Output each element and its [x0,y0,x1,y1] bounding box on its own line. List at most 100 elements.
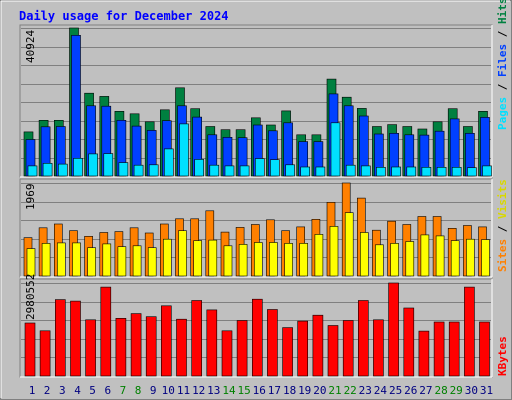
bar-visits-day-6 [102,243,112,277]
bar-pages-day-7 [118,162,129,177]
bar-kbytes-day-20 [312,314,324,377]
hits-axis-max-label: 40924 [24,30,37,63]
bar-visits-day-22 [344,212,354,277]
bar-pages-day-21 [330,122,341,177]
bar-visits-day-17 [269,242,278,277]
day-label-8: 8 [135,384,142,397]
bar-visits-day-29 [450,240,460,277]
bar-pages-day-24 [376,167,386,177]
bar-pages-day-5 [88,153,98,177]
day-label-7: 7 [120,384,127,397]
legend-visits: Visits [496,179,509,219]
bar-kbytes-day-4 [70,300,81,377]
day-label-13: 13 [207,384,220,397]
day-label-29: 29 [450,384,463,397]
day-label-21: 21 [328,384,341,397]
bar-kbytes-day-3 [54,299,66,377]
day-label-26: 26 [404,384,417,397]
bar-kbytes-day-5 [85,319,96,377]
bar-pages-day-30 [467,167,477,177]
bar-kbytes-day-25 [388,282,399,377]
bar-kbytes-day-2 [39,330,51,377]
bar-pages-day-4 [73,158,83,177]
bar-pages-day-1 [27,165,38,177]
bar-visits-day-8 [132,245,142,277]
bar-pages-day-15 [239,165,250,177]
bar-kbytes-day-15 [236,320,248,377]
bar-pages-day-3 [57,163,68,177]
bar-pages-day-27 [421,167,432,177]
bar-visits-day-26 [405,241,415,277]
bar-visits-day-10 [163,238,172,277]
day-label-1: 1 [29,384,36,397]
bar-kbytes-day-7 [115,317,127,377]
day-label-19: 19 [298,384,311,397]
bar-kbytes-day-21 [327,325,339,377]
chart-title: Daily usage for December 2024 [19,9,229,23]
visits-axis-max-label: 1969 [24,184,37,211]
day-label-4: 4 [74,384,81,397]
bar-visits-day-19 [299,243,309,277]
bar-visits-day-12 [193,240,202,277]
bar-visits-day-31 [481,239,490,277]
day-label-27: 27 [419,384,432,397]
bar-kbytes-day-9 [145,316,157,377]
bar-kbytes-day-16 [252,298,263,377]
day-label-25: 25 [389,384,402,397]
bar-kbytes-day-10 [161,305,172,377]
bar-pages-day-31 [482,165,492,177]
day-label-6: 6 [104,384,111,397]
day-label-9: 9 [150,384,157,397]
bar-pages-day-29 [451,167,462,177]
bar-visits-day-5 [87,247,96,277]
panel-visits [19,178,493,278]
bar-kbytes-day-18 [282,327,293,377]
day-labels: 1 2 3 4 5 6 7 8 9 10 11 12 13 14 15 16 17 18 19 20 21 22 23 24 2… [29,384,493,397]
bar-visits-day-23 [359,232,369,277]
bar-files-day-4 [71,34,81,177]
bar-visits-day-2 [41,243,51,277]
bar-pages-day-12 [194,159,204,177]
bar-pages-day-2 [42,163,53,177]
day-label-15: 15 [237,384,250,397]
day-label-24: 24 [374,384,388,397]
legend-sites: Sites [496,239,509,272]
bar-pages-day-6 [103,153,114,177]
bar-kbytes-day-22 [342,320,354,377]
bar-visits-day-27 [420,234,430,277]
bar-visits-day-9 [147,247,157,277]
bar-visits-day-1 [26,248,36,277]
bar-visits-day-30 [466,238,475,277]
legend-pages: Pages [496,97,509,130]
bar-pages-day-23 [360,165,371,177]
bar-kbytes-day-13 [206,309,218,377]
day-label-22: 22 [344,384,357,397]
legend-hits: Hits [496,0,509,24]
bar-visits-day-16 [254,242,263,277]
bar-visits-day-3 [56,242,66,277]
bar-kbytes-day-30 [464,286,475,377]
day-label-11: 11 [177,384,190,397]
day-label-14: 14 [222,384,236,397]
bar-kbytes-day-1 [24,322,36,377]
bar-kbytes-day-14 [221,330,233,377]
bar-kbytes-day-8 [130,313,142,377]
bar-visits-day-24 [375,244,384,277]
day-label-12: 12 [192,384,205,397]
day-label-2: 2 [44,384,51,397]
bar-kbytes-day-24 [373,319,384,377]
bar-pages-day-11 [179,123,189,177]
day-label-28: 28 [434,384,447,397]
panel-kbytes [19,278,493,378]
bar-pages-day-22 [345,164,356,177]
bar-visits-day-14 [223,245,233,277]
day-label-3: 3 [59,384,66,397]
bars-layer [23,27,492,377]
bar-pages-day-28 [436,167,447,177]
legend-kbytes: KBytes [496,336,509,376]
bar-pages-day-13 [209,164,220,177]
bar-pages-day-18 [285,164,295,177]
bar-kbytes-day-17 [267,309,278,377]
svg-text:Pages / Files / Hits: Pages / Files / Hits [496,0,509,130]
